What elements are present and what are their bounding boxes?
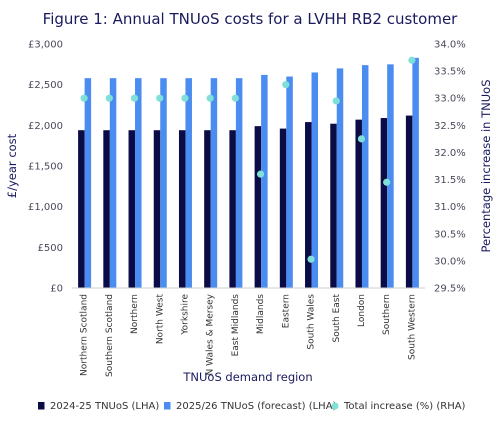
bar-2025-26 bbox=[261, 74, 268, 288]
bar-2024-25 bbox=[254, 126, 262, 288]
increase-point bbox=[181, 94, 189, 102]
bar-2024-25 bbox=[128, 130, 136, 288]
legend: 2024-25 TNUoS (LHA) 2025/26 TNUoS (foreca… bbox=[38, 401, 466, 412]
y2-tick-label: 30.0% bbox=[434, 256, 466, 267]
increase-point bbox=[257, 170, 265, 178]
y2-tick-label: 30.5% bbox=[434, 229, 466, 240]
category-label: North West bbox=[155, 294, 165, 345]
bar-2025-26 bbox=[412, 57, 419, 289]
legend-label: 2025/26 TNUoS (forecast) (LHA) bbox=[176, 401, 337, 412]
bar-2025-26 bbox=[210, 78, 218, 288]
category-label: Southern Scotland bbox=[105, 294, 115, 377]
x-axis-label: TNUoS demand region bbox=[182, 370, 312, 384]
legend-label: Total increase (%) (RHA) bbox=[343, 401, 466, 412]
bar-2024-25 bbox=[178, 130, 186, 288]
bar-2024-25 bbox=[103, 130, 110, 288]
bar-2025-26 bbox=[361, 65, 369, 288]
bar-2025-26 bbox=[387, 64, 394, 288]
points-group bbox=[80, 56, 416, 263]
category-label: Southern bbox=[382, 294, 392, 335]
increase-point bbox=[231, 94, 239, 102]
bar-2025-26 bbox=[311, 72, 319, 288]
increase-point bbox=[408, 56, 416, 64]
chart-title: Figure 1: Annual TNUoS costs for a LVHH … bbox=[43, 10, 459, 28]
y-axis-label: £/year cost bbox=[5, 133, 19, 198]
y-tick-label: £2,000 bbox=[28, 121, 63, 132]
bar-2025-26 bbox=[160, 78, 167, 288]
bar-2025-26 bbox=[135, 78, 142, 288]
category-labels: Northern Scotland Southern Scotland Northe… bbox=[80, 293, 418, 377]
increase-point bbox=[156, 94, 164, 102]
bar-2024-25 bbox=[380, 118, 388, 288]
y2-tick-label: 31.0% bbox=[434, 202, 466, 213]
category-label: South Western bbox=[407, 294, 417, 360]
bar-2024-25 bbox=[78, 130, 85, 288]
category-label: South East bbox=[332, 294, 342, 343]
bar-2024-25 bbox=[153, 130, 161, 288]
y2-tick-label: 29.5% bbox=[434, 284, 466, 295]
category-label: London bbox=[357, 294, 367, 327]
bar-2024-25 bbox=[330, 123, 337, 288]
bar-2025-26 bbox=[235, 78, 243, 288]
y-tick-label: £3,000 bbox=[28, 40, 63, 51]
category-label: Yorkshire bbox=[180, 294, 190, 336]
legend-swatch bbox=[331, 402, 339, 410]
bar-2024-25 bbox=[229, 130, 236, 288]
category-label: Midlands bbox=[256, 294, 266, 334]
increase-point bbox=[357, 135, 366, 143]
bar-2025-26 bbox=[109, 78, 117, 288]
bar-2025-26 bbox=[286, 76, 293, 289]
y2-tick-label: 32.0% bbox=[434, 148, 466, 159]
y2-tick-label: 34.0% bbox=[434, 40, 466, 51]
y2-tick-label: 33.5% bbox=[434, 67, 466, 78]
bar-2024-25 bbox=[405, 115, 413, 288]
bar-2024-25 bbox=[204, 130, 211, 288]
y2-tick-label: 31.5% bbox=[434, 175, 466, 186]
increase-point bbox=[130, 94, 139, 102]
legend-label: 2024-25 TNUoS (LHA) bbox=[50, 401, 159, 412]
increase-point bbox=[206, 94, 214, 102]
y2-tick-label: 32.5% bbox=[434, 121, 466, 132]
left-axis: £0 £500 £1,000 £1,500 £2,000 £2,500 £3,000 bbox=[28, 40, 63, 295]
category-label: East Midlands bbox=[231, 294, 241, 357]
legend-swatch bbox=[164, 402, 171, 410]
y-tick-label: £2,500 bbox=[28, 80, 63, 91]
y-tick-label: £500 bbox=[38, 243, 63, 254]
increase-point bbox=[332, 97, 340, 105]
legend-swatch bbox=[38, 402, 45, 410]
category-label: Northern bbox=[130, 294, 140, 334]
bar-2024-25 bbox=[305, 122, 312, 288]
increase-point bbox=[282, 81, 290, 89]
y2-axis-label: Percentage increase in TNUoS bbox=[479, 80, 493, 253]
bar-2025-26 bbox=[336, 68, 344, 289]
category-label: N Wales & Mersey bbox=[206, 293, 216, 375]
bars-group bbox=[78, 57, 419, 289]
increase-point bbox=[383, 178, 391, 186]
category-label: Eastern bbox=[281, 294, 291, 328]
category-label: South Wales bbox=[307, 294, 317, 350]
bar-2025-26 bbox=[185, 78, 192, 288]
bar-2024-25 bbox=[279, 128, 287, 288]
increase-point bbox=[307, 255, 315, 263]
y2-tick-label: 33.0% bbox=[434, 94, 466, 105]
bar-2024-25 bbox=[355, 119, 362, 288]
y-tick-label: £1,500 bbox=[28, 162, 63, 173]
y-tick-label: £0 bbox=[50, 284, 63, 295]
y-tick-label: £1,000 bbox=[28, 202, 63, 213]
increase-point bbox=[80, 94, 88, 102]
bar-2025-26 bbox=[84, 78, 92, 288]
right-axis: 29.5% 30.0% 30.5% 31.0% 31.5% 32.0% 32.5% 33.0%… bbox=[434, 40, 466, 295]
increase-point bbox=[105, 94, 113, 102]
category-label: Northern Scotland bbox=[80, 294, 90, 376]
